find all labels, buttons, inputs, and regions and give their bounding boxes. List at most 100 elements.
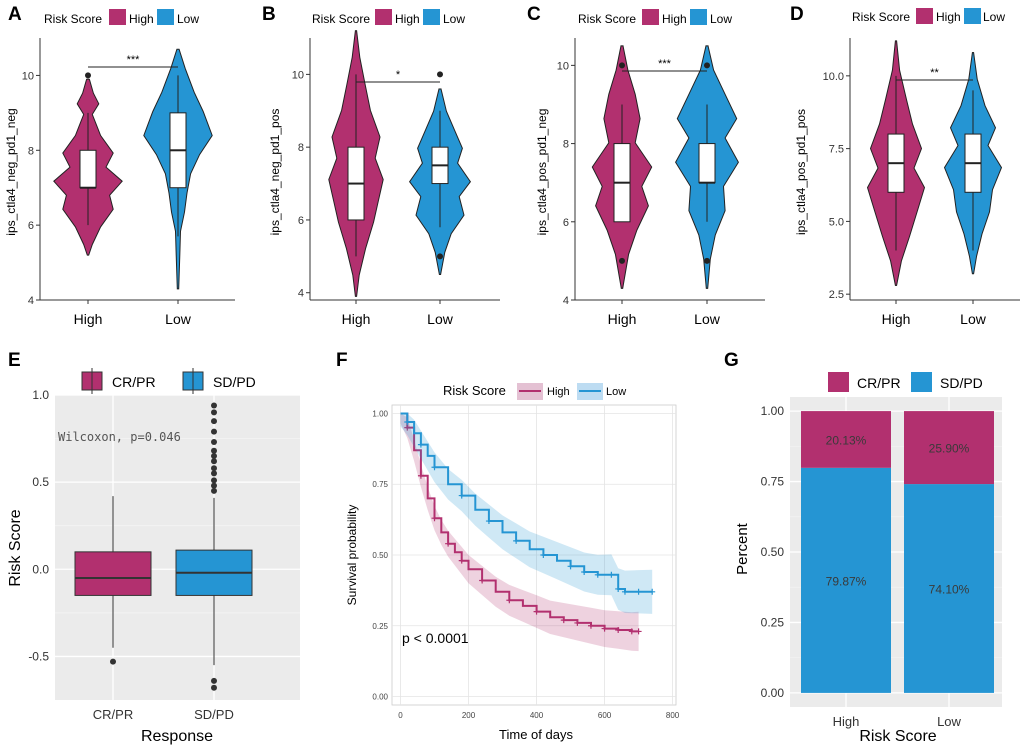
panel-a-legend-high: High [129, 12, 154, 26]
panel-a-ytick-label: 6 [28, 220, 34, 232]
panel-g-xtick-label: High [833, 714, 860, 729]
panel-f-xtick-label: 0 [398, 711, 403, 720]
panel-f-censor-low [513, 537, 520, 544]
panel-e-outlier-sdpd [211, 477, 217, 484]
panel-f-ytick-label: 1.00 [372, 409, 388, 418]
panel-d-xtick-label: High [882, 311, 911, 327]
panel-f-legend: Risk Score High Low [443, 383, 626, 400]
panel-b-ytick-label: 10 [292, 69, 304, 81]
panel-e-plot: -0.5 0.0 0.5 1.0 CR/PR SD/PD [28, 388, 300, 722]
panel-g-legend: CR/PR SD/PD [828, 372, 983, 392]
panel-f-censor-low [485, 518, 492, 525]
panel-g-legend-sdpd: SD/PD [940, 375, 983, 391]
panel-d-legend: Risk Score High Low [852, 8, 1005, 24]
panel-f-legend-low: Low [606, 386, 626, 398]
panel-e-outlier-sdpd [211, 482, 217, 489]
panel-d-legend-key-low [964, 8, 981, 24]
panel-f-censor-high [635, 628, 642, 635]
panel-a-legend-key-high [109, 9, 126, 25]
panel-g-ytick-label: 1.00 [761, 404, 785, 418]
panel-e-outlier-sdpd [211, 453, 217, 459]
panel-b-legend-key-low [423, 9, 440, 25]
panel-g-ytick-label: 0.25 [761, 615, 785, 629]
panel-f-censor-high [417, 472, 424, 479]
panel-d-label: D [790, 4, 804, 25]
panel-d-ylabel: ips_ctla4_pos_pd1_pos [794, 109, 808, 235]
panel-f-censor-high [458, 557, 465, 564]
panel-a-significance-label: *** [127, 54, 141, 66]
panel-f-censor-low [608, 571, 615, 578]
panel-g-bar-label-low-sdpd: 74.10% [929, 582, 970, 596]
panel-e-outlier-sdpd [211, 409, 217, 416]
panel-e-outlier-sdpd [211, 458, 217, 465]
panel-c-outlier-low [704, 62, 710, 69]
panel-c-label: C [527, 4, 541, 25]
panel-e-outlier-sdpd [211, 402, 217, 409]
panel-e-outlier-sdpd [211, 439, 217, 446]
panel-f-censor-high [601, 625, 608, 632]
panel-c-outlier-high [619, 62, 625, 69]
panel-c-significance-label: *** [658, 58, 672, 70]
panel-c-legend: Risk Score High Low [578, 9, 732, 26]
panel-g-legend-crpr: CR/PR [857, 375, 901, 391]
panel-f-censor-low [567, 563, 574, 570]
panel-b-significance-label: * [396, 69, 401, 81]
panel-d-ytick-label: 10.0 [823, 71, 844, 83]
panel-a-label: A [8, 4, 22, 25]
panel-a-outlier-high [85, 72, 91, 79]
panel-c-outlier-low [704, 257, 710, 264]
panel-c-plot: 4 6 8 10 High Low *** [557, 45, 739, 327]
panel-e-legend-key-crpr-border [81, 371, 103, 391]
panel-c-legend-key-high [642, 9, 659, 25]
panel-f-censor-low [615, 585, 622, 592]
panel-b-ytick-label: 4 [298, 288, 304, 300]
panel-g-bar-low-crpr [904, 411, 994, 485]
panel-f-censor-low [404, 418, 411, 425]
panel-c-box-low [698, 143, 716, 184]
panel-g-bar-low-sdpd [904, 484, 994, 693]
panel-b-legend: Risk Score High Low [312, 9, 465, 26]
panel-e-ytick-label: 0.5 [32, 475, 49, 489]
panel-g-plot: 0.00 0.25 0.50 0.75 1.00 79.87% 20.13% High 74.1… [761, 397, 1002, 729]
panel-a: A Risk Score High Low ips_ctla4_neg_pd1_… [4, 4, 235, 327]
panel-e-outlier-sdpd [211, 447, 217, 454]
panel-c-legend-low: Low [710, 12, 732, 26]
panel-a-legend-key-low [157, 9, 174, 25]
panel-b-legend-title: Risk Score [312, 12, 370, 26]
panel-d: D Risk Score High Low ips_ctla4_pos_pd1_… [790, 4, 1020, 327]
panel-d-legend-high: High [936, 10, 961, 24]
panel-c-xtick-label: High [608, 311, 637, 327]
panel-g-xtick-label: Low [937, 714, 961, 729]
panel-f-censor-low [458, 492, 465, 499]
panel-f-ytick-label: 0.50 [372, 551, 388, 560]
panel-f-censor-high [615, 627, 622, 633]
panel-f-ytick-label: 0.00 [372, 693, 388, 702]
panel-c-ytick-label: 4 [563, 295, 569, 307]
panel-g-ytick-label: 0.50 [761, 545, 785, 559]
panel-f-censor-low [594, 571, 601, 578]
panel-e-background [55, 395, 300, 700]
panel-b-legend-key-high [375, 9, 392, 25]
panel-e-outlier-sdpd [211, 418, 217, 425]
panel-b-legend-low: Low [443, 12, 465, 26]
panel-f-censor-high [628, 628, 635, 635]
panel-a-ytick-label: 10 [22, 70, 34, 82]
panel-e-legend-key-sdpd-border [182, 371, 204, 391]
panel-e-label: E [8, 350, 21, 371]
panel-g-ytick-label: 0.75 [761, 475, 785, 489]
panel-b-xtick-label: Low [427, 311, 454, 327]
panel-g-bar-label-low-crpr: 25.90% [929, 442, 970, 456]
panel-e-ytick-label: 0.0 [32, 562, 49, 576]
panel-g-bar-label-high-crpr: 20.13% [826, 433, 867, 447]
panel-d-ytick-label: 2.5 [829, 289, 844, 301]
panel-f-censor-low [431, 464, 438, 471]
panel-f-annotation: p < 0.0001 [402, 630, 469, 646]
panel-f-censor-high [404, 424, 411, 431]
panel-b-legend-high: High [395, 12, 420, 26]
panel-d-significance-label: ** [930, 67, 939, 79]
panel-f-censor-high [574, 619, 581, 626]
panel-f-censor-high [479, 577, 486, 584]
panel-a-plot: 4 6 8 10 High Low *** [22, 48, 213, 327]
panel-g-label: G [724, 350, 739, 371]
panel-f-xtick-label: 200 [462, 711, 476, 720]
